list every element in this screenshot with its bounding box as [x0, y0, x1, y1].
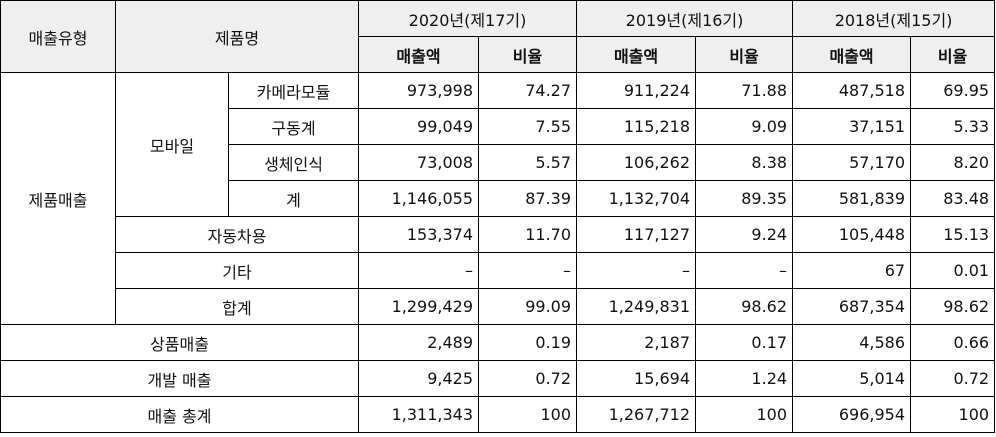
table-row: 제품매출 모바일 카메라모듈 973,998 74.27 911,224 71.88 487,… — [0, 72, 996, 325]
value-cell: 0.72 — [910, 360, 996, 397]
header-cell: 매출유형 — [0, 0, 116, 73]
value-cell: 973,998 — [358, 72, 480, 109]
header-cell: 비율 — [695, 36, 794, 73]
table-row: 매출 총계 1,311,343 100 1,267,712 100 696,954 100 — [0, 396, 996, 433]
value-cell: 15,694 — [576, 360, 697, 397]
value-cell: 0.19 — [478, 324, 578, 361]
header-row: 매출유형 제품명 2020년(제17기) 2019년(제16기) 2018년(제… — [0, 0, 996, 73]
value-cell: 153,374 — [358, 216, 480, 253]
value-cell: 8.38 — [695, 144, 794, 181]
value-cell: – — [358, 252, 480, 289]
label-cell: 매출 총계 — [0, 396, 360, 433]
value-cell: 99,049 — [358, 108, 480, 145]
value-cell: 1,299,429 — [358, 288, 480, 325]
table-row: 자동차용 153,374 11.70 117,127 9.24 105,448 15.13 — [1, 216, 996, 253]
value-cell: 1,249,831 — [576, 288, 697, 325]
value-cell: 8.20 — [910, 144, 996, 181]
value-cell: 100 — [910, 396, 996, 433]
value-cell: 0.17 — [695, 324, 794, 361]
header-row: 매출액 비율 매출액 비율 매출액 비율 — [1, 36, 996, 73]
value-cell: 5.57 — [478, 144, 578, 181]
value-cell: 911,224 — [576, 72, 697, 109]
value-cell: – — [576, 252, 697, 289]
table-row: 계 1,146,055 87.39 1,132,704 89.35 581,839 83.4… — [1, 180, 996, 217]
header-cell: 비율 — [910, 36, 996, 73]
label-cell: 구동계 — [227, 108, 360, 145]
table-body: 제품매출 모바일 카메라모듈 973,998 74.27 911,224 71.88 487,… — [0, 72, 996, 433]
value-cell: 11.70 — [478, 216, 578, 253]
value-cell: 1,132,704 — [576, 180, 697, 217]
value-cell: 1.24 — [695, 360, 794, 397]
table-row: 합계 1,299,429 99.09 1,249,831 98.62 687,354 98.… — [1, 288, 996, 325]
value-cell: 0.01 — [910, 252, 996, 289]
label-cell: 상품매출 — [0, 324, 360, 361]
label-cell: 개발 매출 — [0, 360, 360, 397]
value-cell: 69.95 — [910, 72, 996, 109]
value-cell: 5.33 — [910, 108, 996, 145]
value-cell: 687,354 — [792, 288, 912, 325]
value-cell: 1,146,055 — [358, 180, 480, 217]
header-cell: 비율 — [478, 36, 578, 73]
value-cell: 73,008 — [358, 144, 480, 181]
table-header: 매출유형 제품명 2020년(제17기) 2019년(제16기) 2018년(제… — [0, 0, 996, 73]
value-cell: 4,586 — [792, 324, 912, 361]
value-cell: 57,170 — [792, 144, 912, 181]
value-cell: 1,311,343 — [358, 396, 480, 433]
value-cell: 89.35 — [695, 180, 794, 217]
label-cell: 모바일 — [115, 72, 229, 217]
value-cell: 117,127 — [576, 216, 697, 253]
value-cell: 15.13 — [910, 216, 996, 253]
table-row: 기타 – – – –67 0.01 — [1, 252, 996, 289]
value-cell: 74.27 — [478, 72, 578, 109]
header-cell: 매출액 — [358, 36, 480, 73]
table-row: 상품매출 2,489 0.19 2,187 0.17 4,586 0.66 — [0, 324, 996, 361]
label-cell: 생체인식 — [227, 144, 360, 181]
value-cell: 115,218 — [576, 108, 697, 145]
header-cell: 매출액 — [576, 36, 697, 73]
label-cell: 합계 — [114, 288, 360, 325]
table-row: 개발 매출 9,425 0.72 15,694 1.24 5,014 0.72 — [0, 360, 996, 397]
value-cell: 9,425 — [358, 360, 480, 397]
value-cell: 99.09 — [478, 288, 578, 325]
value-cell: 487,518 — [792, 72, 912, 109]
value-cell: 87.39 — [478, 180, 578, 217]
value-cell: 67 — [792, 252, 912, 289]
value-cell: 106,262 — [576, 144, 697, 181]
value-cell: 83.48 — [910, 180, 996, 217]
header-cell: 2019년(제16기) — [576, 0, 794, 37]
value-cell: 71.88 — [695, 72, 794, 109]
header-cell: 2020년(제17기) — [358, 0, 578, 37]
value-cell: 696,954 — [792, 396, 912, 433]
value-cell: – — [478, 252, 578, 289]
header-cell: 2018년(제15기) — [792, 0, 996, 37]
value-cell: 0.72 — [478, 360, 578, 397]
header-cell: 매출액 — [792, 36, 912, 73]
value-cell: 1,267,712 — [576, 396, 697, 433]
label-cell: 제품매출 — [0, 72, 116, 325]
value-cell: 98.62 — [695, 288, 794, 325]
header-cell: 제품명 — [114, 0, 360, 73]
value-cell: 37,151 — [792, 108, 912, 145]
value-cell: 7.55 — [478, 108, 578, 145]
value-cell: 2,187 — [576, 324, 697, 361]
value-cell: 100 — [478, 396, 578, 433]
value-cell: 9.09 — [695, 108, 794, 145]
value-cell: 0.66 — [910, 324, 996, 361]
value-cell: 5,014 — [792, 360, 912, 397]
label-cell: 계 — [227, 180, 360, 217]
value-cell: 581,839 — [792, 180, 912, 217]
table-row: 생체인식 73,008 5.57 106,262 8.38 57,170 8.20 — [1, 144, 996, 181]
value-cell: 9.24 — [695, 216, 794, 253]
table-row: 구동계 99,049 7.55 115,218 9.09 37,151 5.33 — [1, 108, 996, 145]
value-cell: 2,489 — [358, 324, 480, 361]
value-cell: 98.62 — [910, 288, 996, 325]
value-cell: 105,448 — [792, 216, 912, 253]
value-cell: – — [695, 252, 794, 289]
label-cell: 카메라모듈 — [227, 72, 360, 109]
label-cell: 자동차용 — [114, 216, 360, 253]
value-cell: 100 — [695, 396, 794, 433]
label-cell: 기타 — [114, 252, 360, 289]
